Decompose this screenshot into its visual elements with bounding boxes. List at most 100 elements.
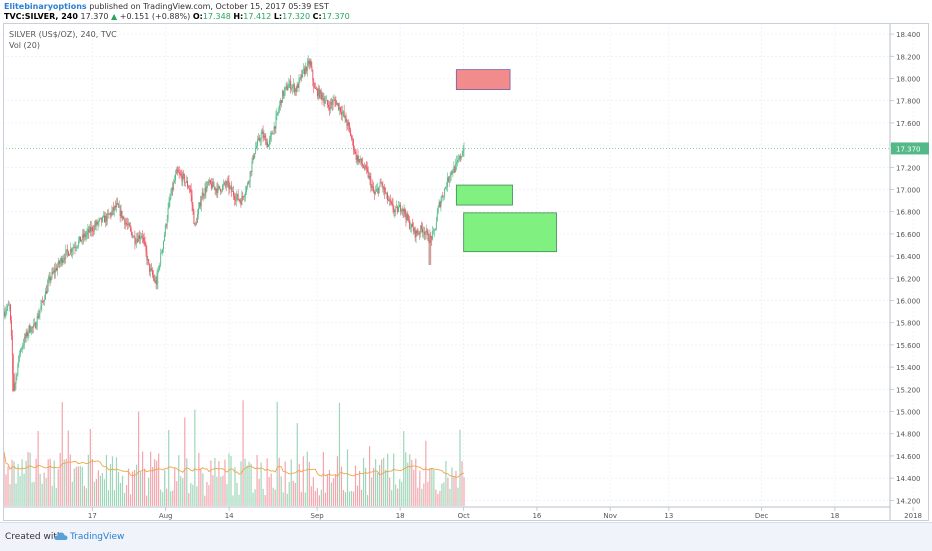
- candle-body: [94, 225, 96, 227]
- candle-body: [161, 252, 163, 253]
- volume-bar: [224, 459, 226, 506]
- candle-body: [303, 68, 305, 70]
- price-tick-label: 16.800: [896, 209, 921, 217]
- volume-bar: [131, 471, 134, 506]
- candle-body: [314, 87, 316, 89]
- candle-body: [248, 181, 250, 184]
- candle-body: [453, 166, 455, 173]
- volume-bar: [123, 492, 126, 506]
- time-axis[interactable]: 17Aug14Sep18Oct16Nov13Dec18201815: [88, 507, 929, 520]
- volume-bar: [158, 453, 160, 506]
- candle-body: [67, 249, 69, 252]
- candle-body: [420, 225, 422, 234]
- candle-body: [209, 180, 211, 183]
- candle-body: [216, 188, 218, 194]
- volume-bar: [415, 458, 417, 506]
- candle-body: [125, 222, 127, 225]
- candle-body: [375, 189, 377, 192]
- volume-bar: [354, 465, 357, 506]
- volume-bar: [393, 453, 395, 506]
- candle-body: [135, 242, 137, 244]
- volume-bar: [425, 440, 427, 506]
- volume-bar: [142, 451, 144, 506]
- time-tick-label: 18: [830, 512, 839, 520]
- candle-body: [387, 200, 389, 201]
- candle-body: [35, 325, 37, 329]
- candle-body: [222, 184, 224, 186]
- candle-body: [173, 182, 175, 190]
- volume-bar: [350, 490, 353, 506]
- candle-body: [22, 344, 24, 347]
- candle-body: [62, 260, 64, 264]
- candle-body: [133, 236, 135, 238]
- candle-body: [226, 180, 228, 186]
- tradingview-brand-link[interactable]: TradingView: [70, 532, 125, 542]
- candle-body: [381, 183, 383, 186]
- candle-body: [117, 203, 119, 208]
- volume-bar: [139, 471, 142, 506]
- candle-body: [310, 60, 312, 67]
- candle-body: [332, 100, 334, 105]
- volume-bar: [447, 477, 449, 506]
- candle-body: [352, 138, 353, 140]
- candle-body: [122, 216, 124, 219]
- candle-body: [280, 100, 282, 106]
- candle-body: [221, 190, 223, 192]
- candle-body: [427, 232, 429, 241]
- candle-body: [144, 241, 146, 245]
- volume-bar: [419, 470, 421, 506]
- candle-body: [367, 169, 369, 178]
- candle-body: [36, 316, 38, 326]
- volume-bar: [194, 409, 196, 506]
- sell-zone: [455, 69, 511, 91]
- candle-body: [69, 248, 71, 255]
- candle-body: [14, 383, 16, 391]
- volume-bar: [457, 487, 459, 506]
- chart-area[interactable]: 18.40018.20018.00017.80017.60017.40017.2…: [3, 23, 929, 521]
- candle-body: [195, 222, 197, 225]
- volume-bar: [200, 468, 202, 506]
- candle-body: [245, 186, 247, 193]
- volume-bar: [268, 477, 270, 506]
- price-tick-label: 15.400: [896, 364, 921, 372]
- candle-body: [404, 208, 406, 215]
- candle-body: [260, 133, 262, 141]
- author-link[interactable]: Elitebinaryoptions: [4, 2, 87, 11]
- candle-body: [202, 192, 204, 197]
- candle-body: [410, 227, 411, 229]
- volume-bar: [93, 481, 95, 506]
- time-tick-label: Oct: [458, 512, 470, 520]
- candle-body: [220, 188, 222, 192]
- volume-bar: [117, 471, 120, 506]
- volume-bar: [314, 491, 316, 506]
- candle-body: [387, 192, 388, 201]
- price-tick-label: 15.200: [896, 386, 921, 394]
- candle-body: [153, 277, 155, 282]
- footer-bar: Created with TradingView: [0, 522, 932, 551]
- volume-bar: [364, 467, 367, 506]
- volume-bar: [198, 452, 200, 506]
- candle-body: [256, 145, 258, 149]
- candle-body: [352, 139, 354, 150]
- candle-body: [292, 86, 293, 89]
- candle-body: [261, 131, 263, 134]
- volume-bar: [29, 452, 31, 506]
- candle-body: [116, 203, 118, 204]
- candle-body: [277, 112, 279, 114]
- volume-bar: [286, 493, 288, 506]
- candle-body: [335, 100, 337, 105]
- candle-body: [55, 268, 57, 273]
- candle-body: [240, 201, 242, 205]
- price-chart[interactable]: 18.40018.20018.00017.80017.60017.40017.2…: [3, 23, 929, 521]
- volume-bar: [322, 452, 324, 506]
- candle-body: [182, 173, 184, 182]
- volume-bar: [53, 460, 55, 506]
- volume-bar: [368, 446, 371, 506]
- candle-body: [445, 187, 447, 189]
- candle-body: [201, 192, 203, 200]
- volume-bar: [395, 484, 397, 506]
- volume-bar: [318, 495, 320, 506]
- candle-body: [218, 185, 220, 187]
- candle-body: [39, 310, 41, 314]
- candle-body: [257, 140, 258, 146]
